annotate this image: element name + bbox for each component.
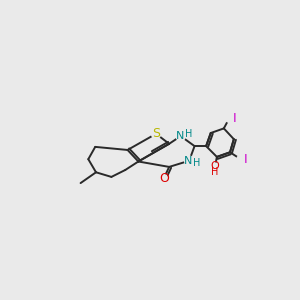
Circle shape <box>209 163 220 174</box>
Text: N: N <box>176 131 184 141</box>
Text: S: S <box>152 127 160 140</box>
Circle shape <box>184 156 194 165</box>
Text: H: H <box>211 167 218 177</box>
Circle shape <box>152 129 161 138</box>
Text: I: I <box>232 112 236 125</box>
Text: H: H <box>193 158 200 168</box>
Text: I: I <box>244 153 247 166</box>
Circle shape <box>176 131 185 141</box>
Circle shape <box>160 175 168 182</box>
Text: O: O <box>159 172 169 185</box>
Text: H: H <box>184 129 192 139</box>
Circle shape <box>225 115 233 122</box>
Text: O: O <box>210 161 219 171</box>
Text: N: N <box>184 156 193 166</box>
Circle shape <box>237 155 244 163</box>
